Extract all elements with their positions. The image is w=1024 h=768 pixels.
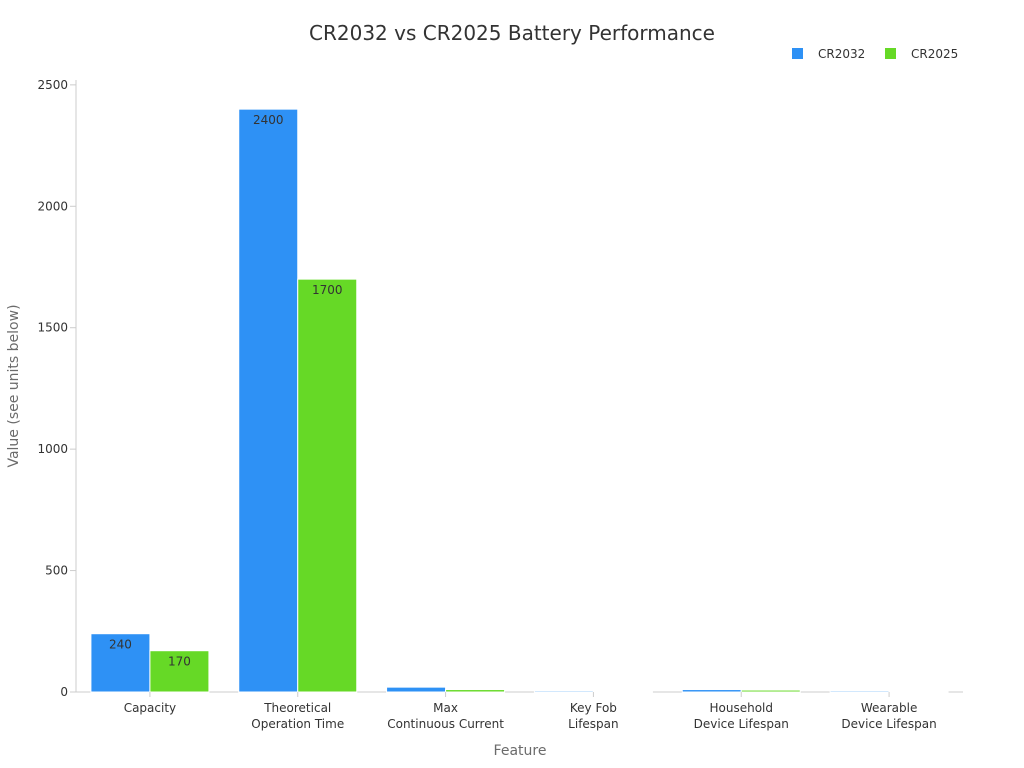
x-tick-label: Continuous Current: [387, 717, 504, 731]
bar-cr2025-5: [888, 690, 949, 693]
x-tick-label: Key Fob: [570, 701, 617, 715]
data-label: 170: [168, 655, 191, 669]
x-tick-label: Device Lifespan: [841, 717, 936, 731]
legend-swatch-cr2025: [885, 48, 896, 59]
bars-group: 240 170 2400 1700: [90, 108, 949, 693]
x-axis-title: Feature: [494, 743, 547, 759]
bar-cr2032-2: [386, 686, 447, 693]
bar-cr2032-0: [90, 633, 151, 693]
data-label: 1700: [312, 283, 343, 297]
bar-cr2032-1: [238, 108, 299, 693]
x-tick-label: Household: [709, 701, 773, 715]
bar-cr2025-4: [740, 689, 801, 693]
data-label: 2400: [253, 113, 284, 127]
x-tick-label: Device Lifespan: [694, 717, 789, 731]
y-axis-ticks: 0 500 1000 1500 2000 2500: [37, 78, 76, 699]
y-tick-label: 1000: [37, 442, 68, 456]
y-tick-label: 2500: [37, 78, 68, 92]
x-tick-label: Theoretical: [263, 701, 331, 715]
x-tick-label: Wearable: [861, 701, 918, 715]
chart-title: CR2032 vs CR2025 Battery Performance: [309, 21, 715, 45]
bar-cr2025-1: [297, 278, 358, 693]
y-tick-label: 1500: [37, 321, 68, 335]
legend-swatch-cr2032: [792, 48, 803, 59]
x-axis-ticks: Capacity Theoretical Operation Time Max Cont…: [124, 692, 937, 731]
x-tick-label: Operation Time: [251, 717, 344, 731]
legend-label-cr2025: CR2025: [911, 47, 958, 61]
bar-cr2032-3: [533, 690, 594, 693]
legend-label-cr2032: CR2032: [818, 47, 865, 61]
bar-cr2025-0: [149, 650, 210, 693]
x-tick-label: Lifespan: [568, 717, 618, 731]
data-label: 240: [109, 638, 132, 652]
bar-cr2025-2: [445, 689, 506, 693]
y-tick-label: 500: [45, 564, 68, 578]
x-tick-label: Capacity: [124, 701, 176, 715]
y-tick-label: 2000: [37, 199, 68, 213]
y-axis-title: Value (see units below): [6, 304, 22, 467]
x-tick-label: Max: [433, 701, 458, 715]
legend: CR2032 CR2025: [792, 47, 958, 61]
bar-cr2032-4: [681, 689, 742, 693]
bar-cr2025-3: [592, 690, 653, 693]
bar-cr2032-5: [829, 690, 890, 693]
y-tick-label: 0: [60, 685, 68, 699]
